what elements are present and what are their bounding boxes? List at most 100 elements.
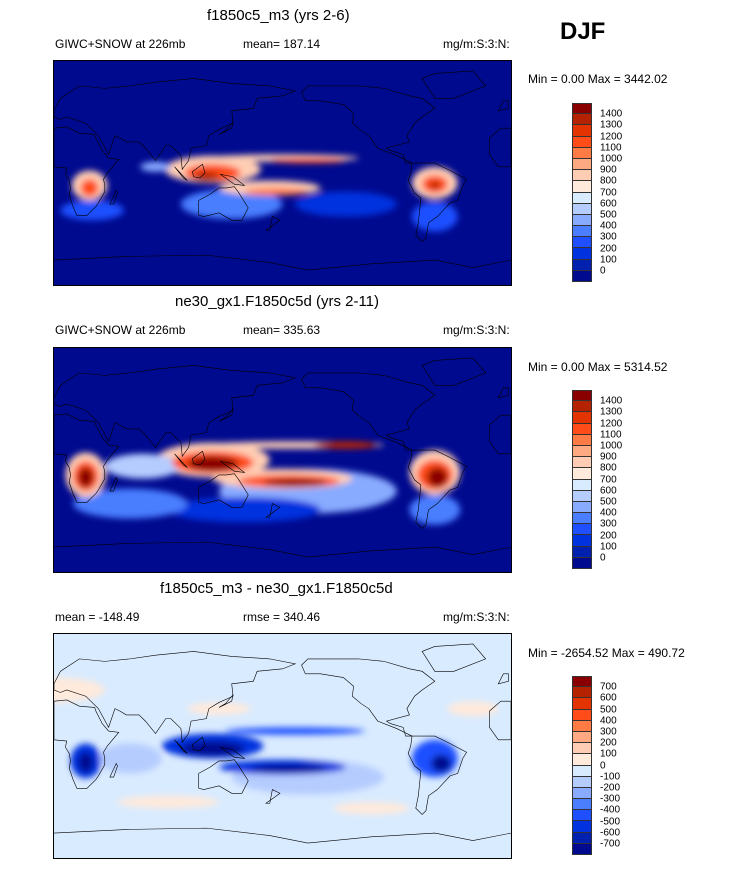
contour-fill-group (54, 670, 499, 815)
colorbar-tick-label: 1100 (600, 142, 622, 154)
coastline (498, 388, 508, 398)
contour-region (78, 467, 94, 488)
coastline (192, 451, 205, 465)
panel1-variable: GIWC+SNOW at 226mb (55, 37, 186, 51)
colorbar-tick-label: 600 (600, 198, 617, 210)
coastline (422, 71, 485, 98)
panel2-mean: mean= 335.63 (243, 323, 321, 337)
contour-region (187, 702, 251, 715)
colorbar-box (572, 226, 592, 238)
colorbar-tick-label: 1300 (600, 406, 623, 418)
colorbar-tick-label: 800 (600, 175, 617, 187)
colorbar-tick-label: 1000 (600, 153, 623, 165)
colorbar-tick-label: 0 (600, 552, 606, 564)
panel2-map (53, 347, 512, 573)
colorbar-box (572, 776, 592, 788)
colorbar-box (572, 687, 592, 699)
coastline (199, 474, 249, 508)
colorbar-box (572, 114, 592, 126)
panel2-variable: GIWC+SNOW at 226mb (55, 323, 186, 337)
colorbar-tick-label: 1200 (600, 131, 623, 143)
colorbar-box (572, 434, 592, 446)
colorbar-tick-label: 500 (600, 704, 617, 716)
coastline (266, 217, 280, 231)
colorbar-box (572, 192, 592, 204)
colorbar-tick-label: 500 (600, 209, 617, 221)
colorbar-tick-label: -600 (600, 827, 621, 839)
contour-region (429, 181, 440, 190)
colorbar-box (572, 843, 592, 855)
colorbar-box (572, 181, 592, 193)
colorbar-tick-label: 600 (600, 692, 617, 704)
coastline (489, 415, 511, 454)
coastline (266, 790, 280, 804)
coastline (175, 740, 188, 754)
contour-region (314, 441, 378, 449)
colorbar-box (572, 720, 592, 732)
contour-region (168, 497, 321, 523)
colorbar-box (572, 170, 592, 182)
coastline (302, 86, 435, 163)
panel2-colorbar (572, 390, 592, 569)
panel1-title: f1850c5_m3 (yrs 2-6) (207, 7, 350, 24)
contour-region (193, 171, 220, 182)
colorbar-tick-label: 1300 (600, 119, 623, 131)
colorbar-box (572, 401, 592, 413)
colorbar-box (572, 479, 592, 491)
colorbar-tick-label: 700 (600, 681, 617, 693)
panel1-field (54, 61, 511, 285)
panel2-title: ne30_gx1.F1850c5d (yrs 2-11) (175, 293, 380, 310)
coastline (54, 700, 119, 788)
contour-region (447, 701, 499, 717)
colorbar-box (572, 125, 592, 137)
colorbar-tick-label: 0 (600, 265, 606, 277)
colorbar-tick-label: 100 (600, 541, 617, 553)
colorbar-tick-label: 200 (600, 530, 617, 542)
colorbar-box (572, 832, 592, 844)
colorbar-tick-label: -300 (600, 793, 621, 805)
coastline (110, 190, 118, 204)
colorbar-tick-label: 800 (600, 462, 617, 474)
coastline (408, 163, 466, 241)
colorbar-tick-label: 100 (600, 748, 617, 760)
contour-region (104, 453, 181, 479)
colorbar-box (572, 259, 592, 271)
coastline (302, 659, 435, 736)
colorbar-tick-label: 500 (600, 496, 617, 508)
colorbar-tick-label: -500 (600, 816, 621, 828)
colorbar-tick-label: 300 (600, 231, 617, 243)
colorbar-box (572, 390, 592, 402)
colorbar-box (572, 787, 592, 800)
contour-region (98, 743, 162, 774)
coastline (54, 255, 511, 270)
contour-region (180, 189, 283, 220)
colorbar-box (572, 709, 592, 721)
colorbar-box (572, 754, 592, 766)
colorbar-tick-label: 1200 (600, 418, 623, 430)
contour-region (295, 191, 397, 217)
panel3-rmse: rmse = 340.46 (243, 610, 321, 624)
colorbar-tick-label: 0 (600, 760, 606, 772)
panel3-title: f1850c5_m3 - ne30_gx1.F1850c5d (160, 580, 393, 597)
coastline (302, 373, 435, 450)
colorbar-tick-label: 200 (600, 737, 617, 749)
coastline (54, 365, 295, 456)
contour-fill-group (65, 441, 461, 525)
contour-region (244, 187, 308, 196)
contour-region (431, 754, 452, 773)
colorbar-box (572, 445, 592, 458)
contour-region (117, 795, 220, 809)
panel1-map (53, 60, 512, 286)
colorbar-box (572, 457, 592, 469)
contour-region (269, 158, 346, 164)
colorbar-box (572, 821, 592, 833)
colorbar-box (572, 743, 592, 755)
contour-region (206, 670, 283, 686)
panel3-units: mg/m:S:3:N: (443, 610, 510, 624)
colorbar-tick-label: 600 (600, 485, 617, 497)
colorbar-tick-label: 1100 (600, 429, 622, 441)
colorbar-tick-label: 1400 (600, 108, 623, 120)
coastline (175, 454, 188, 468)
contour-region (180, 741, 245, 756)
colorbar-tick-label: 400 (600, 715, 617, 727)
